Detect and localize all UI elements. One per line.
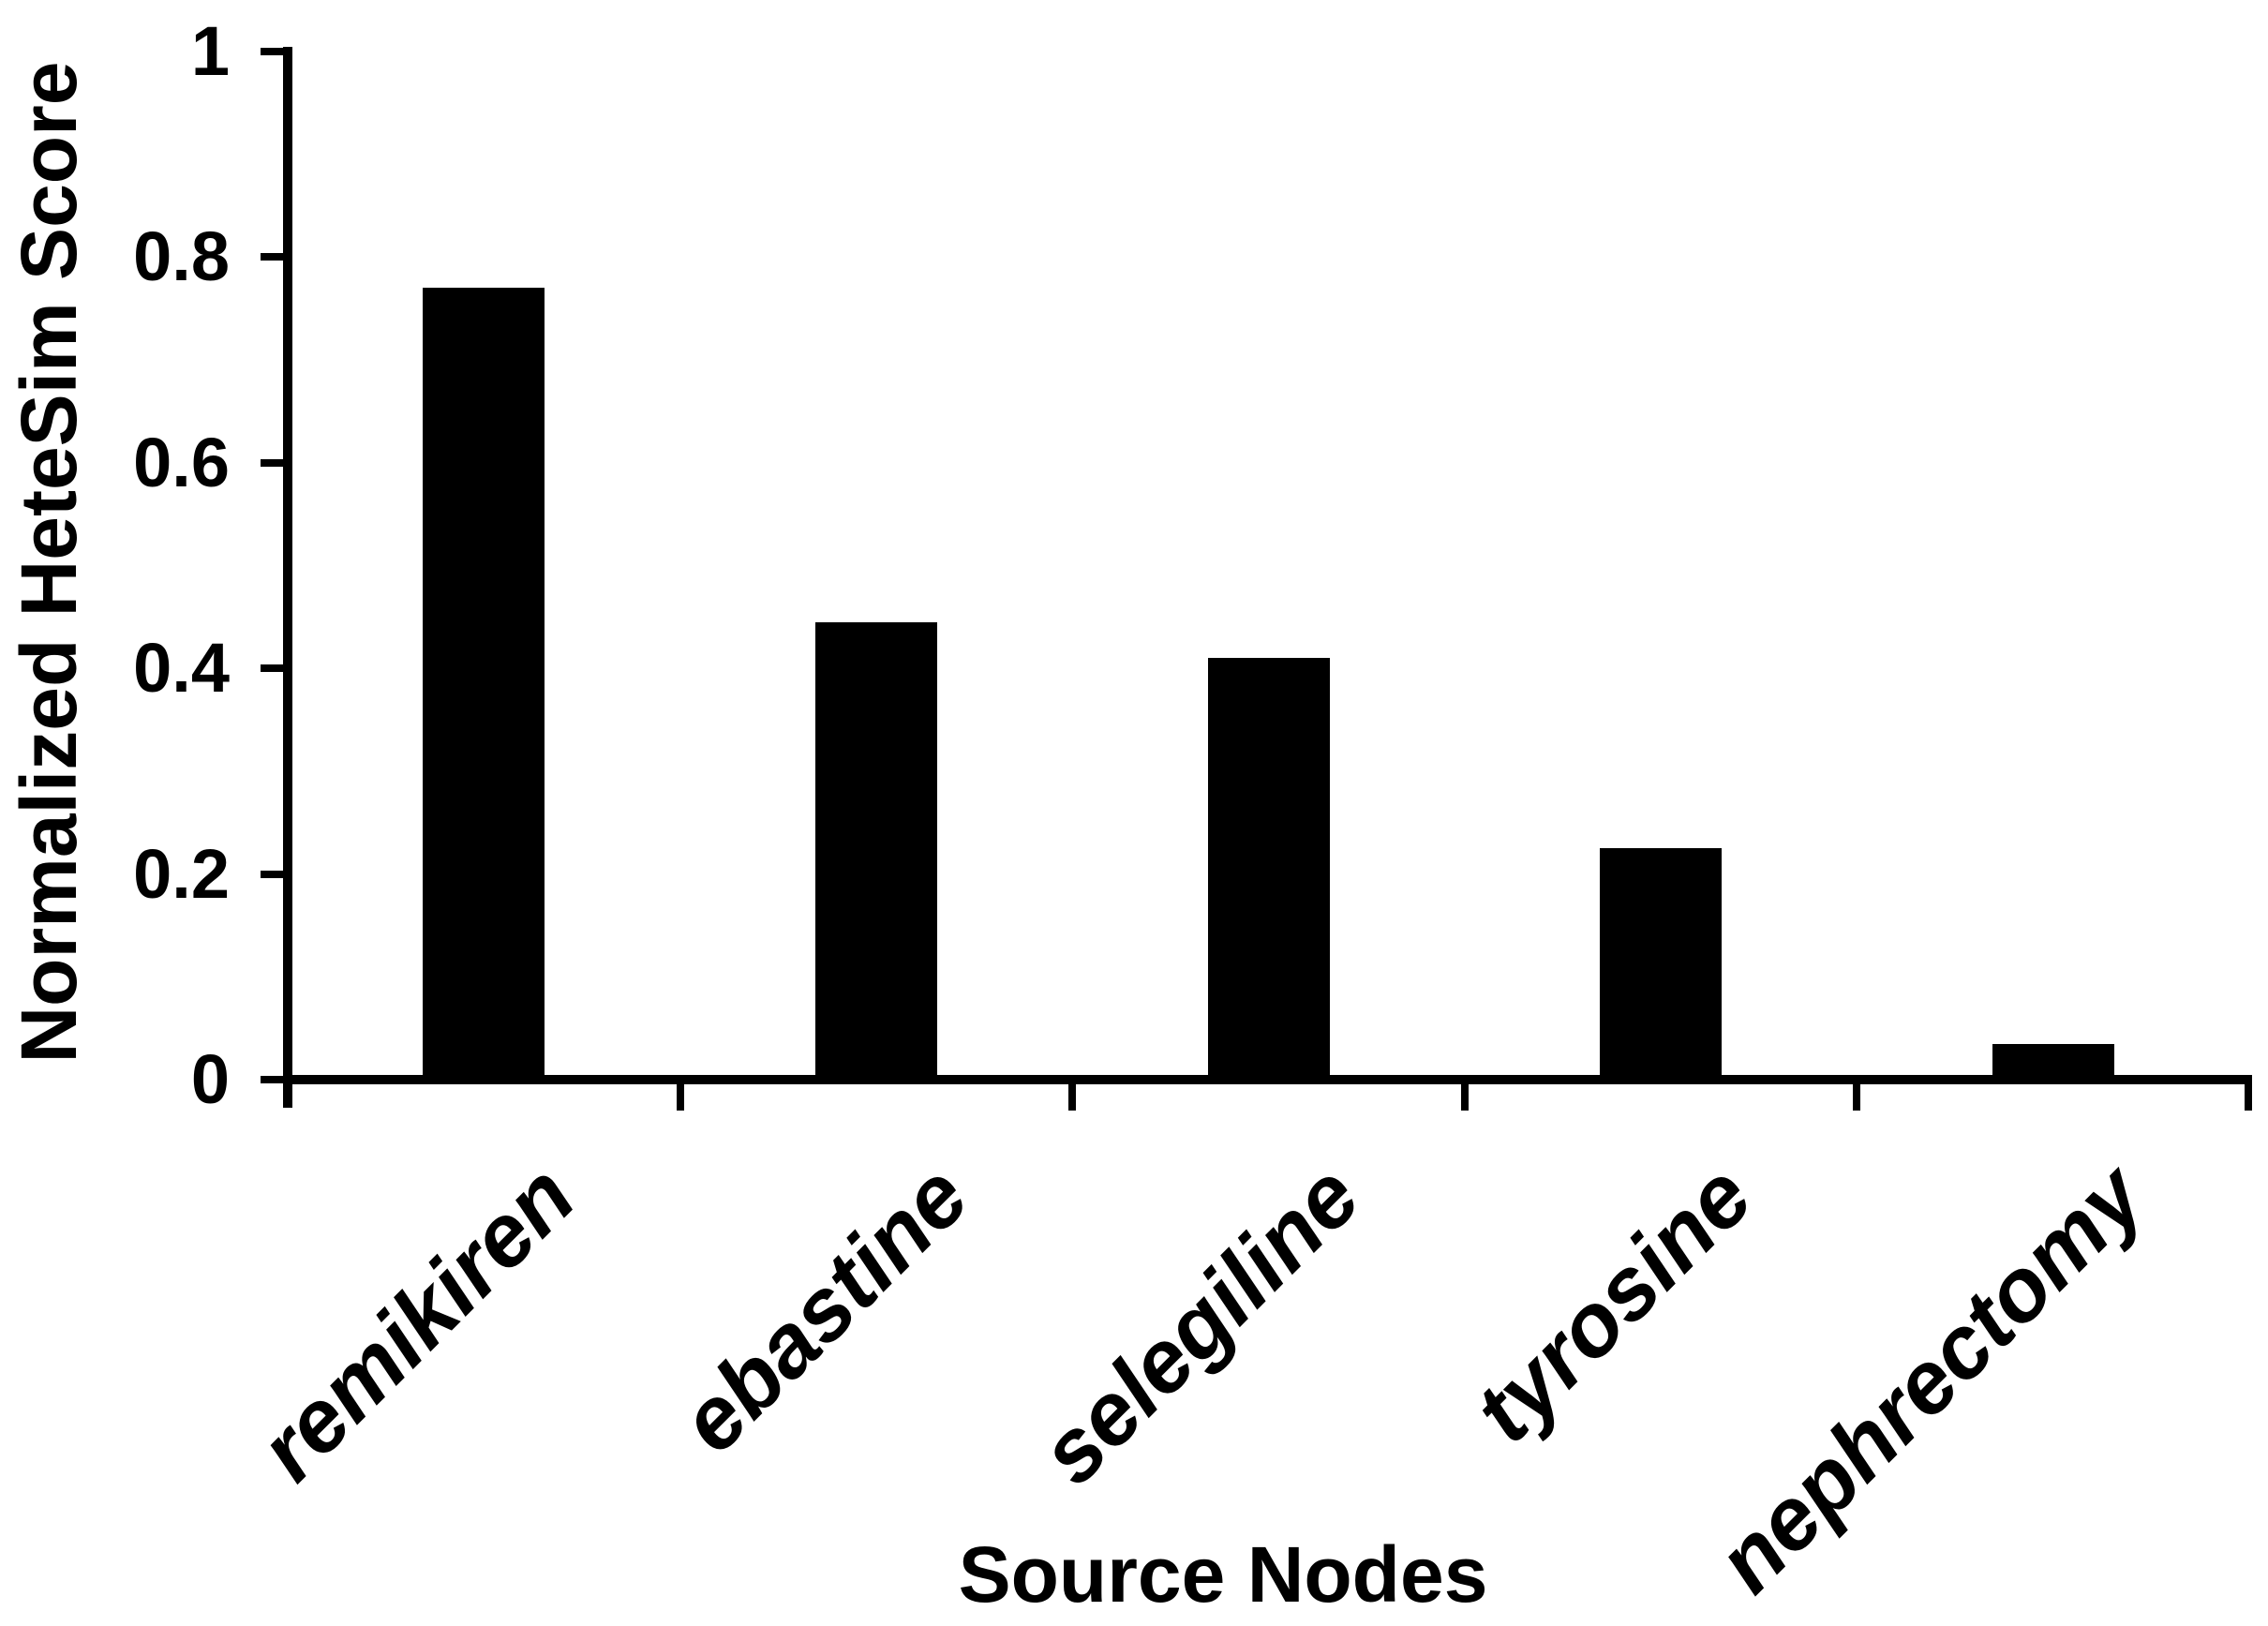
y-tick-label: 0.8 <box>133 217 230 295</box>
x-tick-mark <box>1461 1084 1469 1111</box>
y-tick-label: 0.4 <box>133 629 230 707</box>
x-tick-mark <box>2245 1084 2252 1111</box>
y-axis-line <box>283 47 292 1108</box>
y-tick-label: 0 <box>190 1040 230 1118</box>
x-tick-label-tyrosine: tyrosine <box>1455 1145 1771 1462</box>
bar-selegiline <box>1208 658 1330 1080</box>
y-tick-mark <box>261 1076 283 1083</box>
y-tick-mark <box>261 871 283 878</box>
x-tick-label-ebastine: ebastine <box>661 1145 987 1472</box>
x-axis-title: Source Nodes <box>958 1530 1488 1619</box>
x-tick-label-remikiren: remikiren <box>240 1145 594 1500</box>
y-tick-mark <box>261 459 283 467</box>
x-axis-line <box>283 1075 2252 1084</box>
y-tick-label: 1 <box>190 12 230 90</box>
x-tick-mark <box>1068 1084 1076 1111</box>
y-tick-label: 0.6 <box>133 424 230 501</box>
x-tick-mark <box>677 1084 684 1111</box>
bar-nephrectomy <box>1992 1044 2114 1080</box>
bar-tyrosine <box>1600 848 1722 1080</box>
y-axis-title: Normalized HeteSim Score <box>5 61 93 1064</box>
bar-remikiren <box>423 288 545 1080</box>
bar-ebastine <box>815 622 937 1080</box>
y-tick-label: 0.2 <box>133 835 230 913</box>
y-tick-mark <box>261 664 283 672</box>
x-tick-mark <box>1853 1084 1860 1111</box>
y-tick-mark <box>261 253 283 261</box>
x-tick-label-selegiline: selegiline <box>1021 1145 1379 1503</box>
y-tick-mark <box>261 48 283 55</box>
